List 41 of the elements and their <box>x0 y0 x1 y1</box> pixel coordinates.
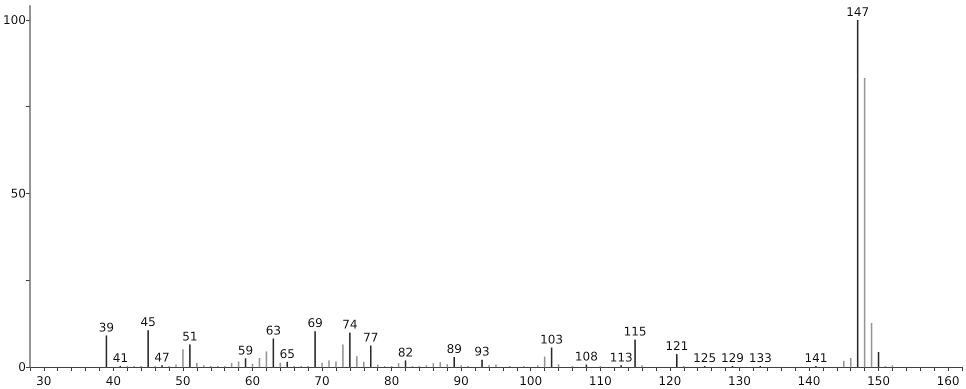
annotation: 115 <box>624 324 647 339</box>
annotation: 51 <box>182 329 198 344</box>
annotation: 121 <box>665 339 688 354</box>
annotation: 63 <box>266 324 282 338</box>
x-tick-label: 80 <box>384 374 400 388</box>
annotation: 93 <box>474 344 490 359</box>
annotation: 39 <box>98 320 114 334</box>
annotation: 45 <box>140 315 156 330</box>
annotation: 147 <box>846 4 870 19</box>
y-tick-label: 50 <box>10 186 26 200</box>
annotation: 89 <box>446 342 462 356</box>
annotation: 113 <box>610 350 633 364</box>
annotation: 65 <box>280 346 295 361</box>
annotation: 69 <box>307 316 323 330</box>
annotation: 82 <box>398 345 414 360</box>
x-tick-label: 40 <box>106 374 122 388</box>
annotation: 125 <box>693 350 716 365</box>
annotation: 141 <box>804 350 828 365</box>
annotation: 133 <box>748 350 772 365</box>
x-tick-label: 110 <box>588 374 612 388</box>
annotation: 47 <box>154 350 170 364</box>
annotation: 59 <box>238 343 254 358</box>
annotation: 74 <box>342 318 358 332</box>
x-tick-label: 30 <box>36 374 52 388</box>
x-tick-label: 60 <box>244 374 260 388</box>
annotation: 77 <box>363 330 378 344</box>
annotation: 129 <box>721 350 744 365</box>
x-tick-label: 130 <box>728 374 751 388</box>
annotation: 103 <box>540 332 564 347</box>
y-tick-label: 100 <box>3 12 26 27</box>
x-tick-label: 50 <box>175 374 191 388</box>
x-tick-label: 140 <box>798 374 820 388</box>
annotation: 108 <box>574 350 598 364</box>
y-tick-label: 0 <box>18 360 26 374</box>
annotation: 41 <box>112 350 128 365</box>
x-tick-label: 160 <box>936 374 960 388</box>
x-tick-label: 90 <box>454 374 469 388</box>
x-tick-label: 100 <box>519 374 542 388</box>
x-tick-label: 70 <box>314 374 330 388</box>
x-tick-label: 150 <box>867 374 890 388</box>
x-tick-label: 120 <box>658 374 682 388</box>
